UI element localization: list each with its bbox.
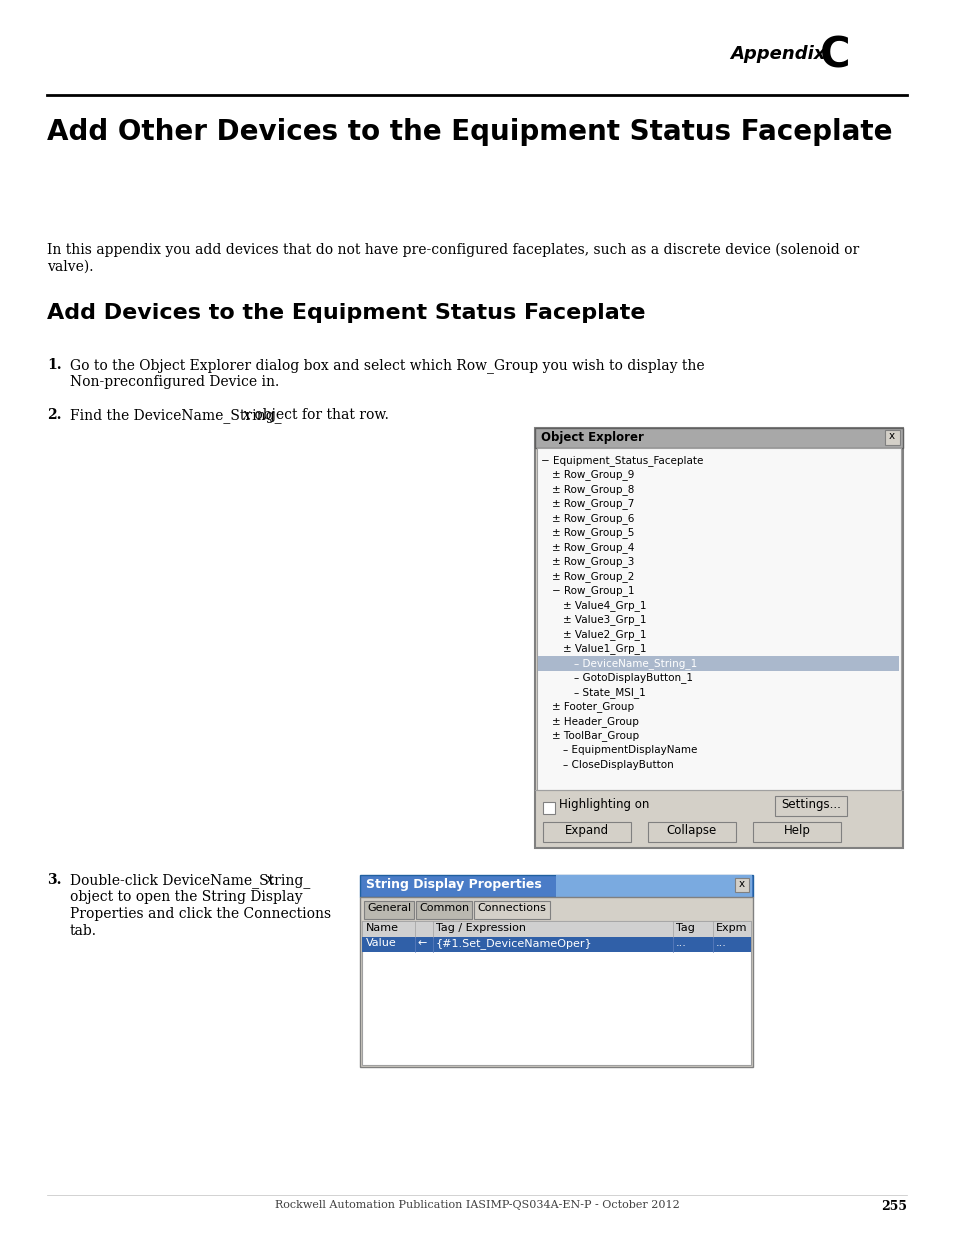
Text: ± Row_Group_5: ± Row_Group_5 <box>552 527 634 538</box>
Text: Collapse: Collapse <box>666 824 717 837</box>
Text: Go to the Object Explorer dialog box and select which Row_Group you wish to disp: Go to the Object Explorer dialog box and… <box>70 358 704 373</box>
Text: ± Footer_Group: ± Footer_Group <box>552 701 634 713</box>
Text: Common: Common <box>418 903 469 913</box>
Text: – DeviceName_String_1: – DeviceName_String_1 <box>574 658 697 669</box>
Text: x: x <box>243 408 251 422</box>
Text: x: x <box>888 431 894 441</box>
Text: ± Value3_Grp_1: ± Value3_Grp_1 <box>562 615 646 625</box>
Text: – GotoDisplayButton_1: – GotoDisplayButton_1 <box>574 673 692 683</box>
Bar <box>647 823 735 842</box>
Bar <box>537 656 898 671</box>
Text: Name: Name <box>366 923 398 932</box>
Bar <box>774 797 846 816</box>
Text: Tag / Expression: Tag / Expression <box>436 923 525 932</box>
Text: Rockwell Automation Publication IASIMP-QS034A-EN-P - October 2012: Rockwell Automation Publication IASIMP-Q… <box>274 1200 679 1210</box>
Text: ± Value2_Grp_1: ± Value2_Grp_1 <box>562 629 646 640</box>
Text: Non-preconfigured Device in.: Non-preconfigured Device in. <box>70 375 279 389</box>
Text: – CloseDisplayButton: – CloseDisplayButton <box>562 760 673 769</box>
Text: ± Row_Group_9: ± Row_Group_9 <box>552 469 634 480</box>
Bar <box>361 921 750 1065</box>
Text: ± ToolBar_Group: ± ToolBar_Group <box>552 730 639 741</box>
Text: ± Row_Group_4: ± Row_Group_4 <box>552 542 634 553</box>
Text: General: General <box>367 903 411 913</box>
Text: object for that row.: object for that row. <box>250 408 389 422</box>
Text: C: C <box>820 35 850 77</box>
Text: 2.: 2. <box>47 408 61 422</box>
Text: {#1.Set_DeviceNameOper}: {#1.Set_DeviceNameOper} <box>436 939 592 948</box>
Text: Settings...: Settings... <box>781 798 840 811</box>
Text: ± Row_Group_3: ± Row_Group_3 <box>552 557 634 567</box>
Text: In this appendix you add devices that do not have pre-configured faceplates, suc: In this appendix you add devices that do… <box>47 243 859 257</box>
Text: ...: ... <box>676 939 686 948</box>
Bar <box>364 902 414 919</box>
Bar <box>556 876 751 897</box>
Text: ± Row_Group_6: ± Row_Group_6 <box>552 513 634 524</box>
Bar <box>542 823 630 842</box>
Text: ± Value4_Grp_1: ± Value4_Grp_1 <box>562 600 646 611</box>
Text: valve).: valve). <box>47 261 93 274</box>
Text: x: x <box>739 879 744 889</box>
Bar <box>542 802 555 814</box>
Text: Connections: Connections <box>477 903 546 913</box>
Text: ←: ← <box>417 939 427 948</box>
Text: – EquipmentDisplayName: – EquipmentDisplayName <box>562 745 697 755</box>
Text: x: x <box>266 873 274 887</box>
Text: ± Header_Group: ± Header_Group <box>552 716 639 727</box>
Text: object to open the String Display: object to open the String Display <box>70 890 302 904</box>
Text: – State_MSI_1: – State_MSI_1 <box>574 687 645 698</box>
Text: Help: Help <box>782 824 810 837</box>
Text: Tag: Tag <box>676 923 694 932</box>
Bar <box>884 430 899 445</box>
Text: Add Other Devices to the Equipment Status Faceplate: Add Other Devices to the Equipment Statu… <box>47 119 892 146</box>
Bar <box>474 902 550 919</box>
Text: 255: 255 <box>880 1200 906 1213</box>
Bar <box>535 429 902 448</box>
Text: Expm: Expm <box>716 923 747 932</box>
Text: ± Row_Group_7: ± Row_Group_7 <box>552 499 634 509</box>
Text: ± Value1_Grp_1: ± Value1_Grp_1 <box>562 643 646 655</box>
Bar <box>359 897 752 1067</box>
Bar <box>535 429 902 848</box>
Text: ...: ... <box>716 939 726 948</box>
Bar <box>361 937 750 952</box>
Bar <box>734 878 748 892</box>
Bar <box>752 823 841 842</box>
Text: String Display Properties: String Display Properties <box>366 878 541 890</box>
Text: Properties and click the Connections: Properties and click the Connections <box>70 906 331 921</box>
Bar <box>416 902 472 919</box>
Text: 1.: 1. <box>47 358 62 372</box>
Bar <box>537 448 900 790</box>
Text: Object Explorer: Object Explorer <box>540 431 643 445</box>
Text: ± Row_Group_8: ± Row_Group_8 <box>552 484 634 495</box>
Text: ± Row_Group_2: ± Row_Group_2 <box>552 571 634 582</box>
Text: Expand: Expand <box>564 824 608 837</box>
Text: Add Devices to the Equipment Status Faceplate: Add Devices to the Equipment Status Face… <box>47 303 645 324</box>
Bar <box>359 876 752 897</box>
Text: tab.: tab. <box>70 924 97 939</box>
Bar <box>361 921 750 937</box>
Text: − Row_Group_1: − Row_Group_1 <box>552 585 634 597</box>
Text: Find the DeviceName_String_: Find the DeviceName_String_ <box>70 408 281 422</box>
Text: Value: Value <box>366 939 396 948</box>
Text: Appendix: Appendix <box>729 44 824 63</box>
Text: Highlighting on: Highlighting on <box>558 798 649 811</box>
Text: 3.: 3. <box>47 873 61 887</box>
Text: Double-click DeviceName_String_: Double-click DeviceName_String_ <box>70 873 310 888</box>
Text: − Equipment_Status_Faceplate: − Equipment_Status_Faceplate <box>540 454 702 466</box>
